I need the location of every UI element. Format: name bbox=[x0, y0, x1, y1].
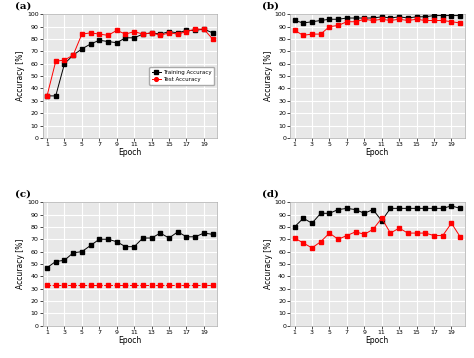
Y-axis label: Accuracy [%]: Accuracy [%] bbox=[264, 239, 273, 289]
Text: (d): (d) bbox=[262, 189, 279, 198]
X-axis label: Epoch: Epoch bbox=[118, 149, 141, 158]
Y-axis label: Accuracy [%]: Accuracy [%] bbox=[264, 51, 273, 101]
Legend: Training Accuracy, Test Accuracy: Training Accuracy, Test Accuracy bbox=[149, 67, 214, 85]
X-axis label: Epoch: Epoch bbox=[366, 149, 389, 158]
X-axis label: Epoch: Epoch bbox=[366, 336, 389, 345]
X-axis label: Epoch: Epoch bbox=[118, 336, 141, 345]
Text: (c): (c) bbox=[15, 189, 31, 198]
Text: (b): (b) bbox=[262, 2, 279, 11]
Text: (a): (a) bbox=[15, 2, 31, 11]
Y-axis label: Accuracy [%]: Accuracy [%] bbox=[17, 51, 26, 101]
Y-axis label: Accuracy [%]: Accuracy [%] bbox=[17, 239, 26, 289]
